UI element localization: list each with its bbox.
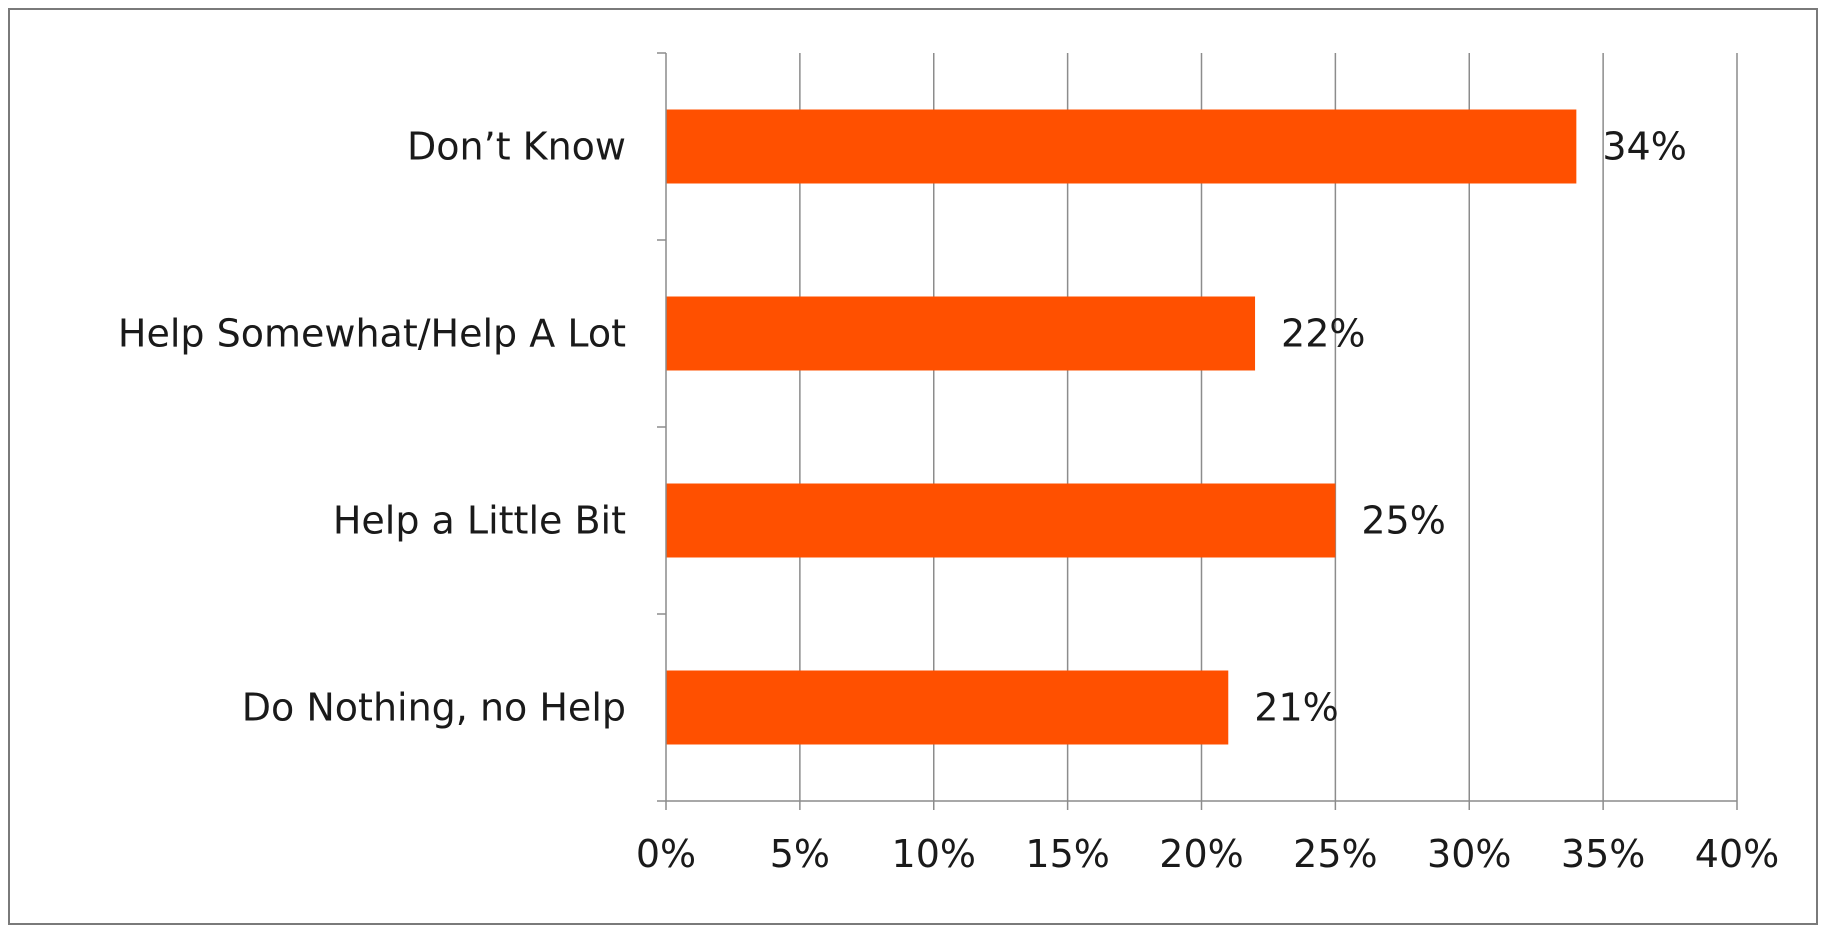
bar <box>666 296 1256 371</box>
data-label: 34% <box>1602 125 1686 169</box>
bar <box>666 109 1577 184</box>
x-tick-label: 30% <box>1427 832 1511 876</box>
x-tick-label: 0% <box>636 832 696 876</box>
category-label: Don’t Know <box>407 125 626 169</box>
x-tick-label: 40% <box>1695 832 1779 876</box>
x-tick-label: 35% <box>1561 832 1645 876</box>
x-tick-label: 15% <box>1025 832 1109 876</box>
x-tick-label: 10% <box>892 832 976 876</box>
data-label: 21% <box>1254 686 1338 730</box>
bar <box>666 483 1336 558</box>
category-label: Do Nothing, no Help <box>242 686 626 730</box>
category-labels: Don’t Know Help Somewhat/Help A Lot Help a… <box>118 125 626 730</box>
axes <box>657 52 1738 810</box>
bars <box>666 109 1577 745</box>
category-label: Help a Little Bit <box>333 499 626 543</box>
category-label: Help Somewhat/Help A Lot <box>118 312 626 356</box>
data-labels: 34% 22% 25% 21% <box>1254 125 1687 730</box>
data-label: 22% <box>1281 312 1365 356</box>
x-tick-label: 25% <box>1293 832 1377 876</box>
x-tick-labels: 0% 5% 10% 15% 20% 25% 30% 35% 40% <box>636 832 1779 876</box>
data-label: 25% <box>1361 499 1445 543</box>
bar <box>666 670 1229 745</box>
x-tick-label: 5% <box>770 832 830 876</box>
x-tick-label: 20% <box>1159 832 1243 876</box>
